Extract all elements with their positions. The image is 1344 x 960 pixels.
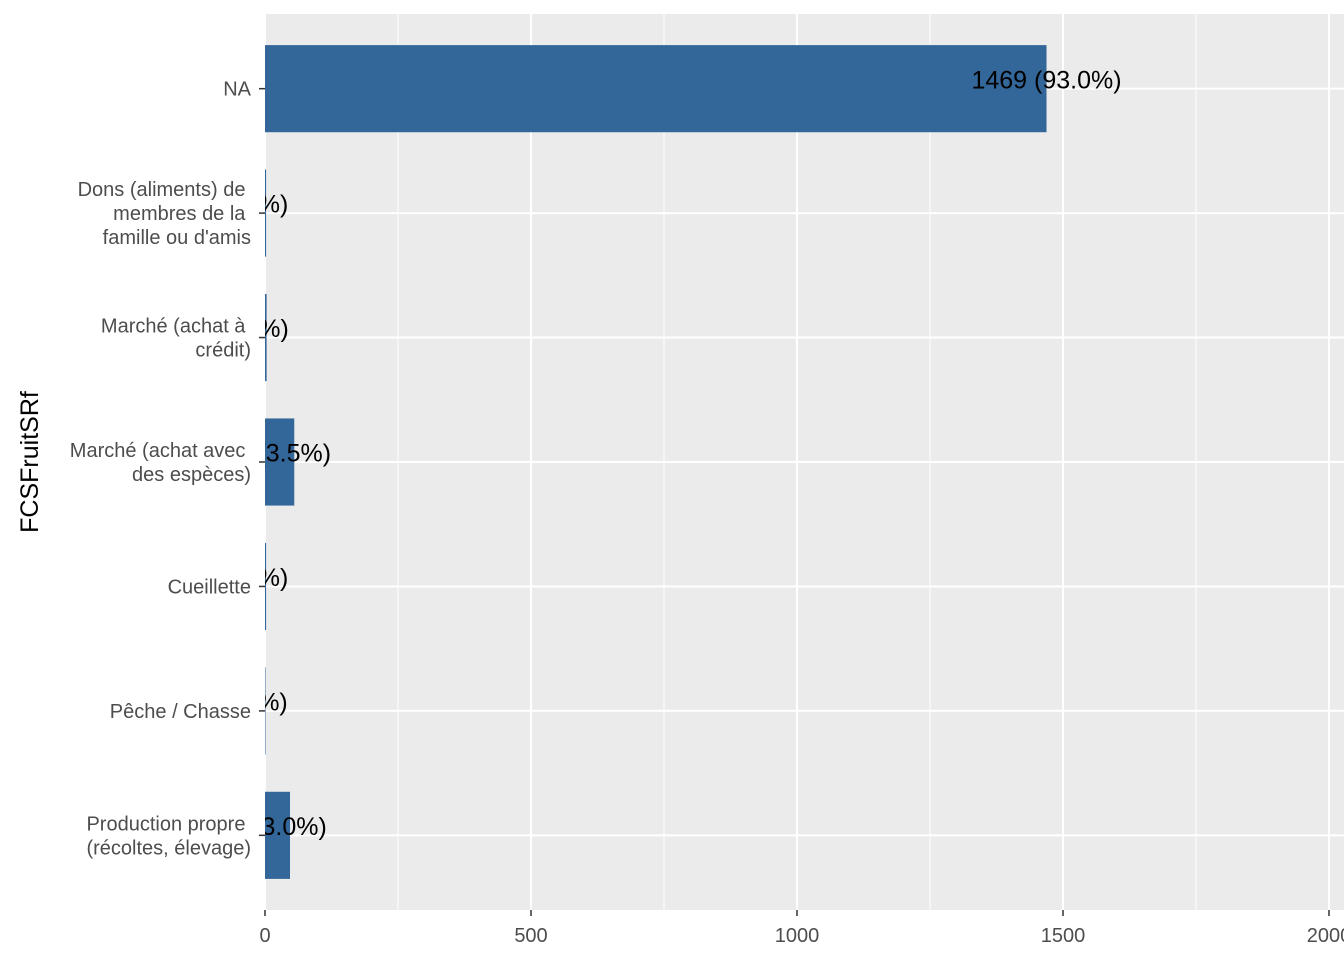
value-label: 1%): [244, 564, 288, 592]
bar: [265, 418, 295, 506]
bar: [265, 791, 291, 879]
y-tick-label: NA: [223, 79, 251, 101]
bars: [265, 45, 1047, 879]
value-label: (3.0%): [253, 813, 327, 841]
bar: [265, 542, 267, 630]
value-label: (3.5%): [257, 440, 331, 468]
bar: [265, 667, 266, 755]
x-tick-label: 1500: [1041, 925, 1086, 947]
bar: [265, 294, 267, 382]
bar: [265, 45, 1047, 133]
y-tick-label: Production propre (récoltes, élevage): [86, 813, 251, 859]
x-tick-label: 1000: [775, 925, 820, 947]
x-tick-label: 2000: [1307, 925, 1344, 947]
axes: 0 500 1000 1500 2000 NA Dons (aliments) de mem…: [70, 79, 1344, 947]
x-tick-label: 0: [259, 925, 270, 947]
value-label: 1%): [243, 688, 287, 716]
y-axis-title: FCSFruitSRf: [16, 391, 44, 533]
value-label: 1%): [244, 191, 288, 219]
bar: [265, 169, 267, 257]
y-tick-label: Marché (achat à crédit): [101, 316, 251, 362]
value-labels: 1469 (93.0%) 1%) 2%) (3.5%) 1%) 1%) (3.0%): [243, 66, 1122, 841]
value-label: 1469 (93.0%): [971, 66, 1121, 94]
y-tick-label: Cueillette: [168, 576, 251, 598]
y-tick-label: Marché (achat avec des espèces): [70, 440, 251, 486]
value-label: 2%): [244, 315, 288, 343]
y-tick-label: Dons (aliments) de membres de la famille…: [78, 179, 251, 249]
x-tick-label: 500: [514, 925, 547, 947]
y-tick-label: Pêche / Chasse: [110, 701, 251, 723]
